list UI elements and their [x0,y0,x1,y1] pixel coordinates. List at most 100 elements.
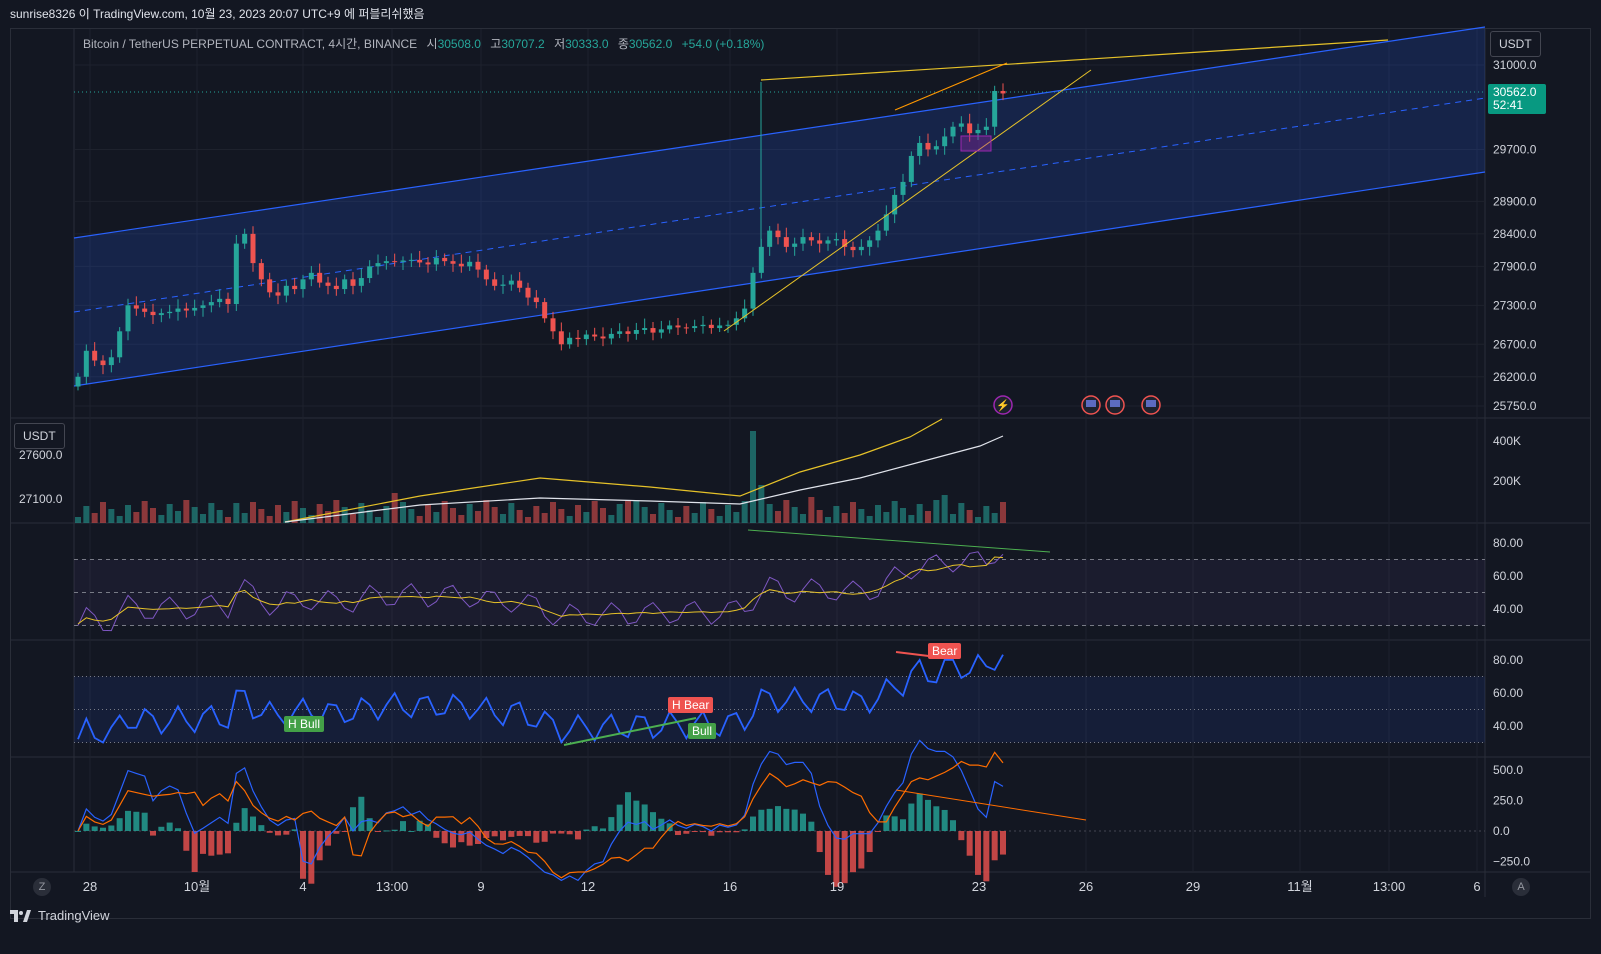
volume-axis-label: 400K [1493,434,1521,448]
rsi-axis-label: 60.00 [1493,569,1523,583]
time-axis-label: 9 [477,879,484,894]
macd-histogram-bar [116,818,123,831]
macd-histogram-bar [575,831,581,840]
macd-histogram-bar [583,829,590,831]
macd-histogram-bar [350,807,356,831]
us-flag-icon [1110,400,1120,407]
volume-bar [258,509,265,523]
high-label: 고 [490,37,502,51]
symbol-name: Bitcoin / TetherUS PERPETUAL CONTRACT, 4… [83,37,418,51]
macd-histogram-bar [591,826,598,831]
candle-body [208,302,214,306]
macd-histogram-bar [691,831,698,832]
volume-bar [775,511,781,523]
volume-bar [116,516,123,523]
zoom-button[interactable]: Z [33,878,51,896]
candle-body [400,260,406,262]
volume-bar [808,497,815,523]
macd-histogram-bar [650,812,656,831]
candle-body [117,331,123,358]
candle-body [967,123,973,134]
volume-bar [758,485,765,523]
currency-unit-button[interactable]: USDT [1490,31,1541,57]
rsi-divergence-line [747,529,1051,553]
candle-body [83,350,89,377]
volume-bar [716,516,723,523]
candle-body [92,350,98,361]
macd-histogram-bar [158,826,165,831]
macd-histogram-bar [800,813,806,831]
macd-histogram-bar [900,819,906,831]
macd-histogram-bar [983,831,990,882]
macd-histogram-bar [533,831,540,843]
h-bull-signal: H Bull [284,716,325,732]
candle-body [733,318,739,325]
macd-histogram-bar [358,796,365,831]
volume-bar [608,515,615,523]
macd-histogram-bar [975,831,981,875]
candle-body [700,324,706,327]
candle-body [767,230,773,247]
volume-bar [425,505,431,523]
stoch-axis-label: 40.00 [1493,719,1523,733]
macd-histogram-bar [683,831,690,834]
volume-bar [800,514,806,523]
macd-histogram-bar [908,803,915,831]
macd-histogram-bar [775,806,781,831]
macd-histogram-bar [808,821,815,831]
volume-bar [383,506,390,523]
candle-body [575,337,581,340]
volume-unit-button[interactable]: USDT [14,423,65,449]
volume-bar [583,512,590,523]
tradingview-logo-text: TradingView [38,908,110,923]
auto-scale-button[interactable]: A [1512,878,1530,896]
volume-bar [591,501,598,523]
volume-bar [125,505,131,523]
candle-body [142,308,148,312]
macd-histogram-bar [766,808,773,831]
regression-channel [74,27,1485,386]
volume-bar [466,504,473,523]
macd-histogram-bar [408,831,415,832]
volume-bar [108,509,115,523]
channel-lower-line [73,171,1486,387]
price-axis-label: 26700.0 [1493,337,1537,351]
volume-bar [75,517,81,523]
macd-histogram-bar [708,831,715,836]
open-value: 30508.0 [437,37,481,51]
volume-bar [616,504,623,523]
macd-histogram-bar [741,829,748,831]
volume-bar [841,513,848,523]
volume-bar [225,517,231,523]
trendline-wedge [894,62,1008,111]
volume-bar [100,502,106,523]
macd-histogram-bar [675,831,681,836]
volume-bar [350,514,356,523]
candle-body [958,123,964,127]
macd-axis-label: 0.0 [1493,824,1510,838]
volume-bar [983,506,990,523]
volume-bar [525,517,531,523]
volume-bar [433,512,440,523]
macd-histogram-bar [383,830,390,832]
macd-histogram-bar [466,831,473,846]
macd-histogram-bar [283,831,290,835]
volume-ma-fast [284,418,943,523]
candle-body [108,357,114,366]
volume-bar [416,516,423,523]
volume-bar [358,503,365,523]
volume-bar [266,516,273,523]
candle-body [875,230,881,241]
us-flag-icon [1086,400,1096,407]
macd-histogram-bar [850,831,856,873]
volume-bar [691,513,698,523]
candle-body [950,126,956,137]
volume-bar [816,510,823,523]
macd-histogram-bar [508,831,515,837]
macd-axis-label: −250.0 [1493,855,1530,869]
time-axis-label: 12 [581,879,595,894]
candle-body [825,240,831,244]
tradingview-logo[interactable]: TradingView [10,908,110,923]
macd-histogram-bar [916,793,923,831]
